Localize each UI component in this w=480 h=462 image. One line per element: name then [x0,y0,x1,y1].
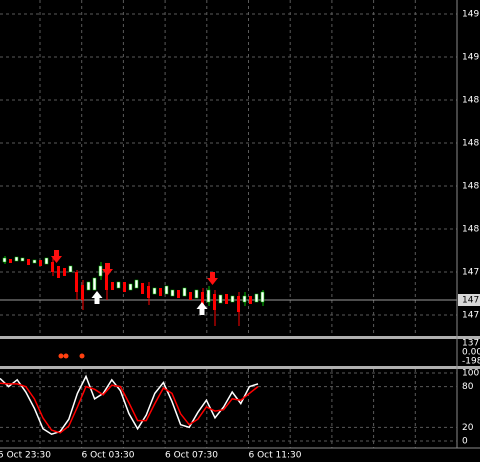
indicator-label: 0.00 [462,348,480,358]
price-label: 147 [462,311,479,321]
panel-separator [0,336,480,339]
time-label: 6 Oct 07:30 [165,451,218,461]
y-tick-label: 0 [462,437,468,447]
indicator-label: 137 [462,339,479,349]
indicator-label: -198 [462,357,480,367]
time-label: 6 Oct 11:30 [249,451,302,461]
price-label: 148 [462,96,479,106]
signal-dot [63,353,69,359]
time-label: 6 Oct 03:30 [82,451,135,461]
price-label: 148 [462,225,479,235]
current-price-label: 147 [462,296,479,306]
oscillator-line [0,374,259,436]
price-label: 148 [462,182,479,192]
oscillator-line [0,382,259,434]
y-tick-label: 80 [462,382,474,392]
price-label: 149 [462,10,479,20]
bodies-bear [9,259,252,312]
price-label: 148 [462,139,479,149]
time-label: 5 Oct 23:30 [0,451,51,461]
y-tick-label: 20 [462,423,474,433]
y-tick-label: 100 [462,369,479,379]
panel-separator [0,366,480,369]
price-label: 149 [462,53,479,63]
signal-dot [58,353,64,359]
price-label: 147 [462,268,479,278]
bodies-bull [2,256,265,304]
current-price-box [458,294,480,306]
signal-dot [79,353,85,359]
